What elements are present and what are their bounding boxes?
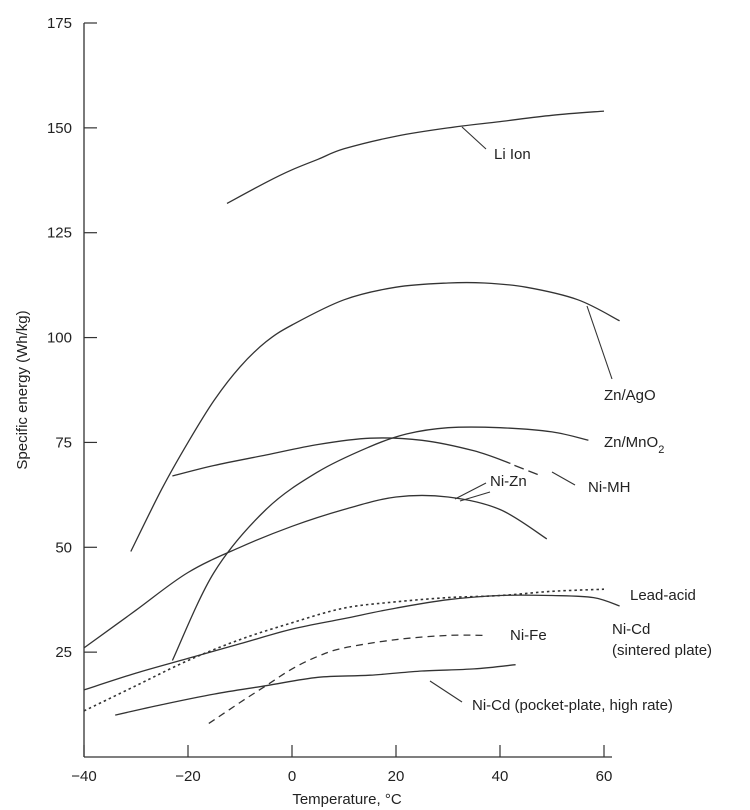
series-line-zn-ago (130, 281, 620, 552)
x-tick-label: 20 (388, 768, 405, 785)
series-line-ni-mh (172, 437, 511, 477)
label-ni-cd-sintered-line2: (sintered plate) (612, 642, 712, 659)
y-tick-label: 75 (55, 434, 72, 451)
label-ni-fe: Ni-Fe (510, 627, 547, 644)
x-tick-label: 40 (492, 768, 509, 785)
series-line-ni-zn (83, 494, 548, 649)
x-tick-label: −20 (175, 768, 200, 785)
leader-ni-zn (454, 482, 487, 500)
label-ni-zn: Ni-Zn (490, 473, 527, 490)
series-line-ni-mh-tail (514, 464, 542, 477)
label-ni-cd-pocket: Ni-Cd (pocket-plate, high rate) (472, 697, 673, 714)
y-tick-label: 25 (55, 644, 72, 661)
series-lines (83, 110, 620, 724)
series-line-ni-fe (208, 634, 485, 724)
leader-lines (429, 126, 613, 703)
y-tick-label: 100 (47, 330, 72, 347)
leader-zn-ago (586, 305, 613, 380)
leader-ni-cd-pocket (429, 680, 463, 703)
leader-li-ion (461, 126, 487, 150)
x-tick-label: −40 (71, 768, 96, 785)
y-tick-label: 125 (47, 225, 72, 242)
series-line-zn-mno (171, 426, 589, 661)
series-line-lead-acid (83, 588, 605, 712)
series-line-li-ion (226, 110, 605, 204)
leader-ni-mh (551, 471, 576, 486)
label-zn-mno2: Zn/MnO2 (604, 434, 664, 456)
label-ni-cd-sintered-line1: Ni-Cd (612, 621, 650, 638)
x-axis-title: Temperature, °C (292, 791, 402, 808)
y-ticks: 175 150 125 100 75 50 25 (47, 15, 97, 661)
label-zn-ago: Zn/AgO (604, 387, 656, 404)
label-ni-mh: Ni-MH (588, 479, 631, 496)
x-tick-label: 0 (288, 768, 296, 785)
y-tick-label: 50 (55, 539, 72, 556)
series-line-ni-cd-pocket-plate-high-rate (115, 664, 516, 716)
x-ticks: −40 −20 0 20 40 60 (71, 745, 612, 785)
label-lead-acid: Lead-acid (630, 587, 696, 604)
y-tick-label: 150 (47, 120, 72, 137)
series-line-ni-cd-sintered-plate (83, 594, 620, 691)
y-axis-title: Specific energy (Wh/kg) (14, 310, 31, 469)
label-li-ion: Li Ion (494, 146, 531, 163)
series-labels: Li Ion Zn/AgO Zn/MnO2 Ni-MH Ni-Zn Lead-a… (472, 146, 712, 714)
axes (83, 23, 612, 758)
leader-zn-mno2 (459, 491, 491, 502)
y-tick-label: 175 (47, 15, 72, 32)
x-tick-label: 60 (596, 768, 613, 785)
